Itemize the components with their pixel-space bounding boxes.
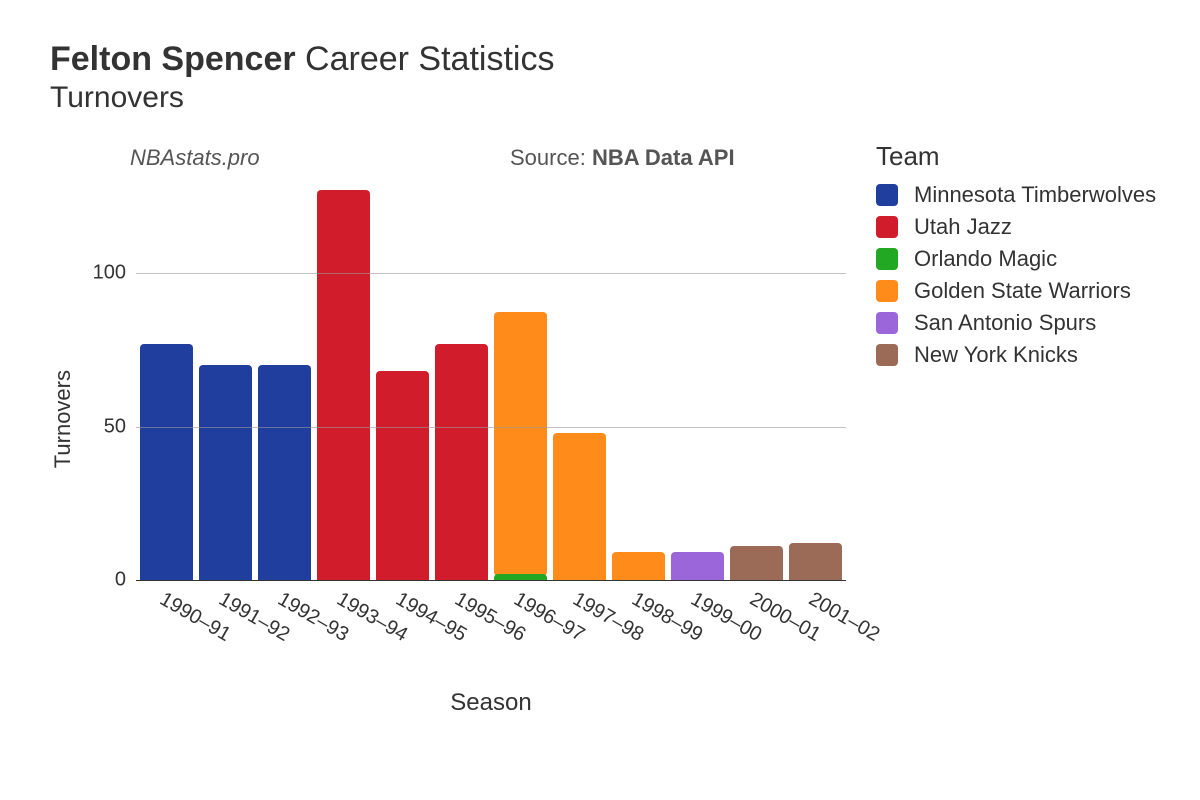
bar-segment xyxy=(199,365,252,580)
bar-segment xyxy=(612,552,665,580)
bar-slot: 1997–98 xyxy=(553,181,606,580)
y-axis-label: Turnovers xyxy=(50,370,76,468)
legend-label: Golden State Warriors xyxy=(914,278,1131,304)
bar-segment xyxy=(553,433,606,580)
legend-items: Minnesota Timberwolves Utah Jazz Orlando M… xyxy=(876,182,1156,368)
title-block: Felton Spencer Career Statistics Turnove… xyxy=(50,40,1170,115)
y-tick-label: 100 xyxy=(93,262,136,285)
legend-title: Team xyxy=(876,141,1156,172)
gridline xyxy=(136,273,846,274)
legend-swatch xyxy=(876,248,898,270)
bar-segment xyxy=(494,312,547,576)
legend-swatch xyxy=(876,184,898,206)
legend-label: Orlando Magic xyxy=(914,246,1057,272)
chart-area: 1990–911991–921992–931993–941994–951995–… xyxy=(86,181,846,611)
y-tick-label: 50 xyxy=(104,415,136,438)
y-tick-label: 0 xyxy=(115,569,136,592)
bar-slot: 1990–91 xyxy=(140,181,193,580)
legend: Team Minnesota Timberwolves Utah Jazz Orla… xyxy=(876,141,1156,374)
legend-item: Utah Jazz xyxy=(876,214,1156,240)
chart-subtitle: Turnovers xyxy=(50,81,1170,115)
legend-swatch xyxy=(876,312,898,334)
chart-title: Felton Spencer Career Statistics xyxy=(50,40,1170,79)
x-axis-label: Season xyxy=(136,689,846,717)
legend-label: Utah Jazz xyxy=(914,214,1012,240)
legend-swatch xyxy=(876,344,898,366)
source-prefix: Source: xyxy=(510,145,592,170)
bar-segment xyxy=(376,371,429,580)
bar-segment xyxy=(494,574,547,580)
legend-swatch xyxy=(876,280,898,302)
player-name: Felton Spencer xyxy=(50,40,296,78)
bar-segment xyxy=(671,552,724,580)
bar-segment xyxy=(435,344,488,580)
plot-region: 1990–911991–921992–931993–941994–951995–… xyxy=(136,181,846,581)
legend-swatch xyxy=(876,216,898,238)
gridline xyxy=(136,427,846,428)
source-name: NBA Data API xyxy=(592,145,735,170)
source-credit: Source: NBA Data API xyxy=(510,145,735,171)
bars-container: 1990–911991–921992–931993–941994–951995–… xyxy=(140,181,842,580)
legend-item: Orlando Magic xyxy=(876,246,1156,272)
bar-slot: 2001–02 xyxy=(789,181,842,580)
legend-label: San Antonio Spurs xyxy=(914,310,1096,336)
bar-slot: 1995–96 xyxy=(435,181,488,580)
bar-segment xyxy=(258,365,311,580)
bar-slot: 1998–99 xyxy=(612,181,665,580)
bar-segment xyxy=(317,190,370,580)
bar-slot: 1993–94 xyxy=(317,181,370,580)
legend-item: San Antonio Spurs xyxy=(876,310,1156,336)
chart-row: Turnovers 1990–911991–921992–931993–9419… xyxy=(50,181,1170,717)
chart-column: 1990–911991–921992–931993–941994–951995–… xyxy=(86,181,846,717)
title-suffix: Career Statistics xyxy=(296,40,555,78)
bar-slot: 1999–00 xyxy=(671,181,724,580)
bar-segment xyxy=(730,546,783,580)
legend-item: Golden State Warriors xyxy=(876,278,1156,304)
bar-slot: 2000–01 xyxy=(730,181,783,580)
bar-slot: 1996–97 xyxy=(494,181,547,580)
bar-slot: 1994–95 xyxy=(376,181,429,580)
legend-item: New York Knicks xyxy=(876,342,1156,368)
site-credit: NBAstats.pro xyxy=(130,145,510,171)
bar-slot: 1992–93 xyxy=(258,181,311,580)
legend-label: Minnesota Timberwolves xyxy=(914,182,1156,208)
bar-slot: 1991–92 xyxy=(199,181,252,580)
bar-segment xyxy=(140,344,193,580)
legend-item: Minnesota Timberwolves xyxy=(876,182,1156,208)
legend-label: New York Knicks xyxy=(914,342,1078,368)
bar-segment xyxy=(789,543,842,580)
